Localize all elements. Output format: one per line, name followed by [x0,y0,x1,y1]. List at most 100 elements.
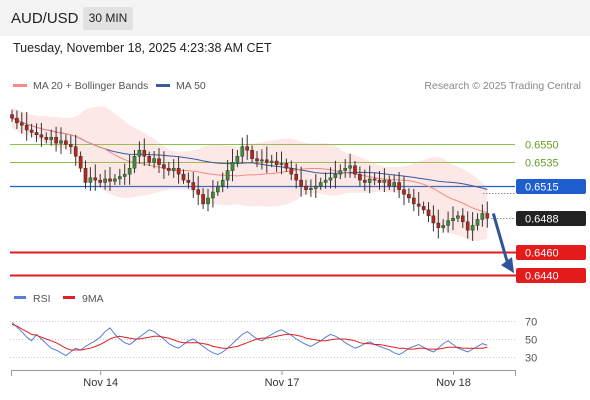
candlesticks [10,109,490,241]
candle-body [15,117,19,124]
candle-body [299,179,303,187]
x-tick-label: Nov 17 [265,377,300,389]
candle-body [392,182,397,187]
rsi-tick-30: 30 [525,353,537,365]
candle-body [64,140,68,145]
legend-ma20-label: MA 20 + Bollinger Bands [33,80,149,92]
candle-body [377,179,382,183]
candle-body [162,164,166,169]
candle-body [470,225,475,231]
candle-body [142,150,147,157]
candle-body [93,177,98,181]
candle-body [88,177,93,183]
candle-body [358,173,362,181]
candle-body [348,165,352,169]
candle-body [34,132,39,136]
ma50-swatch [156,83,170,87]
level-tag-0.6440 [516,268,586,283]
candle-body [451,218,455,221]
candle-body [29,129,34,133]
x-tick-label: Nov 18 [436,377,471,389]
level-label-0.6460: 0.6460 [525,248,559,260]
candle-body [260,159,264,162]
rsi-tick-50: 50 [525,335,537,347]
candle-body [24,125,29,131]
rsi-line [11,322,488,357]
x-tick-label: Nov 14 [83,377,118,389]
price-labels: 0.6550 0.6535 0.6515 0.6460 0.6440 0.6488 [483,140,586,283]
candle-body [49,136,53,140]
candle-body [274,160,279,165]
candle-body [20,122,24,126]
candle-body [441,225,446,228]
candle-body [39,134,44,138]
candle-body [446,220,450,226]
rsi-tick-70: 70 [525,317,537,329]
candle-body [372,178,377,181]
level-label-0.6515: 0.6515 [525,182,559,194]
candle-body [122,173,127,177]
candle-body [314,185,318,189]
candle-body [416,203,421,207]
ma20-swatch [13,83,27,87]
bollinger-bands [12,106,488,242]
candle-body [255,158,259,162]
current-price-label: 0.6488 [525,214,559,226]
candle-body [289,167,294,175]
candle-body [250,150,254,159]
candle-body [196,189,201,195]
candle-body [333,173,338,178]
candle-body [137,150,142,157]
candle-body [382,179,387,183]
bollinger-band-area [12,106,488,242]
candle-body [166,167,171,171]
candle-body [117,176,122,180]
candle-body [343,167,348,171]
current-price-tag [516,211,586,226]
candle-body [402,189,406,195]
candle-body [108,178,112,182]
rsi-ma-line [11,323,488,351]
candle-body [68,144,73,147]
credit-text: Research © 2025 Trading Central [424,80,581,92]
candle-body [309,188,313,190]
rsi-legend-swatch [14,296,26,299]
timeframe-button[interactable]: 30 MIN [83,7,133,30]
level-label-0.6535: 0.6535 [525,158,559,170]
legend-ma20: MA 20 + Bollinger Bands [13,80,148,92]
candle-body [59,140,63,144]
candle-body [431,215,436,224]
candle-body [475,219,480,226]
datetime-label: Tuesday, November 18, 2025 4:23:38 AM CE… [13,41,272,55]
candle-body [304,185,308,190]
candle-body [407,194,411,199]
candle-body [485,213,490,219]
candle-body [397,182,401,190]
candle-body [338,170,343,175]
candle-body [265,159,269,163]
rsi-legend-label: RSI [33,293,51,305]
candle-body [323,179,328,183]
candle-body [245,146,250,151]
candle-body [215,185,220,193]
candle-body [83,167,88,183]
candle-body [127,167,132,175]
candle-body [171,167,176,171]
rsi-ma-legend-label: 9MA [82,293,104,305]
time-axis: Nov 14 Nov 17 Nov 18 [11,370,516,389]
candle-body [206,197,210,205]
candle-body [426,209,431,217]
candle-body [461,215,465,223]
moving-averages [11,117,488,214]
candle-body [220,179,225,187]
rsi-panel: RSI 9MA 70 50 30 [10,293,537,365]
candle-body [294,173,299,181]
candle-body [186,179,191,183]
candle-body [367,178,372,183]
legend-ma50-label: MA 50 [176,80,206,92]
candle-body [152,158,156,163]
forecast-arrow-head [501,257,514,274]
forecast-arrow-group [491,213,514,274]
candle-body [211,191,215,199]
